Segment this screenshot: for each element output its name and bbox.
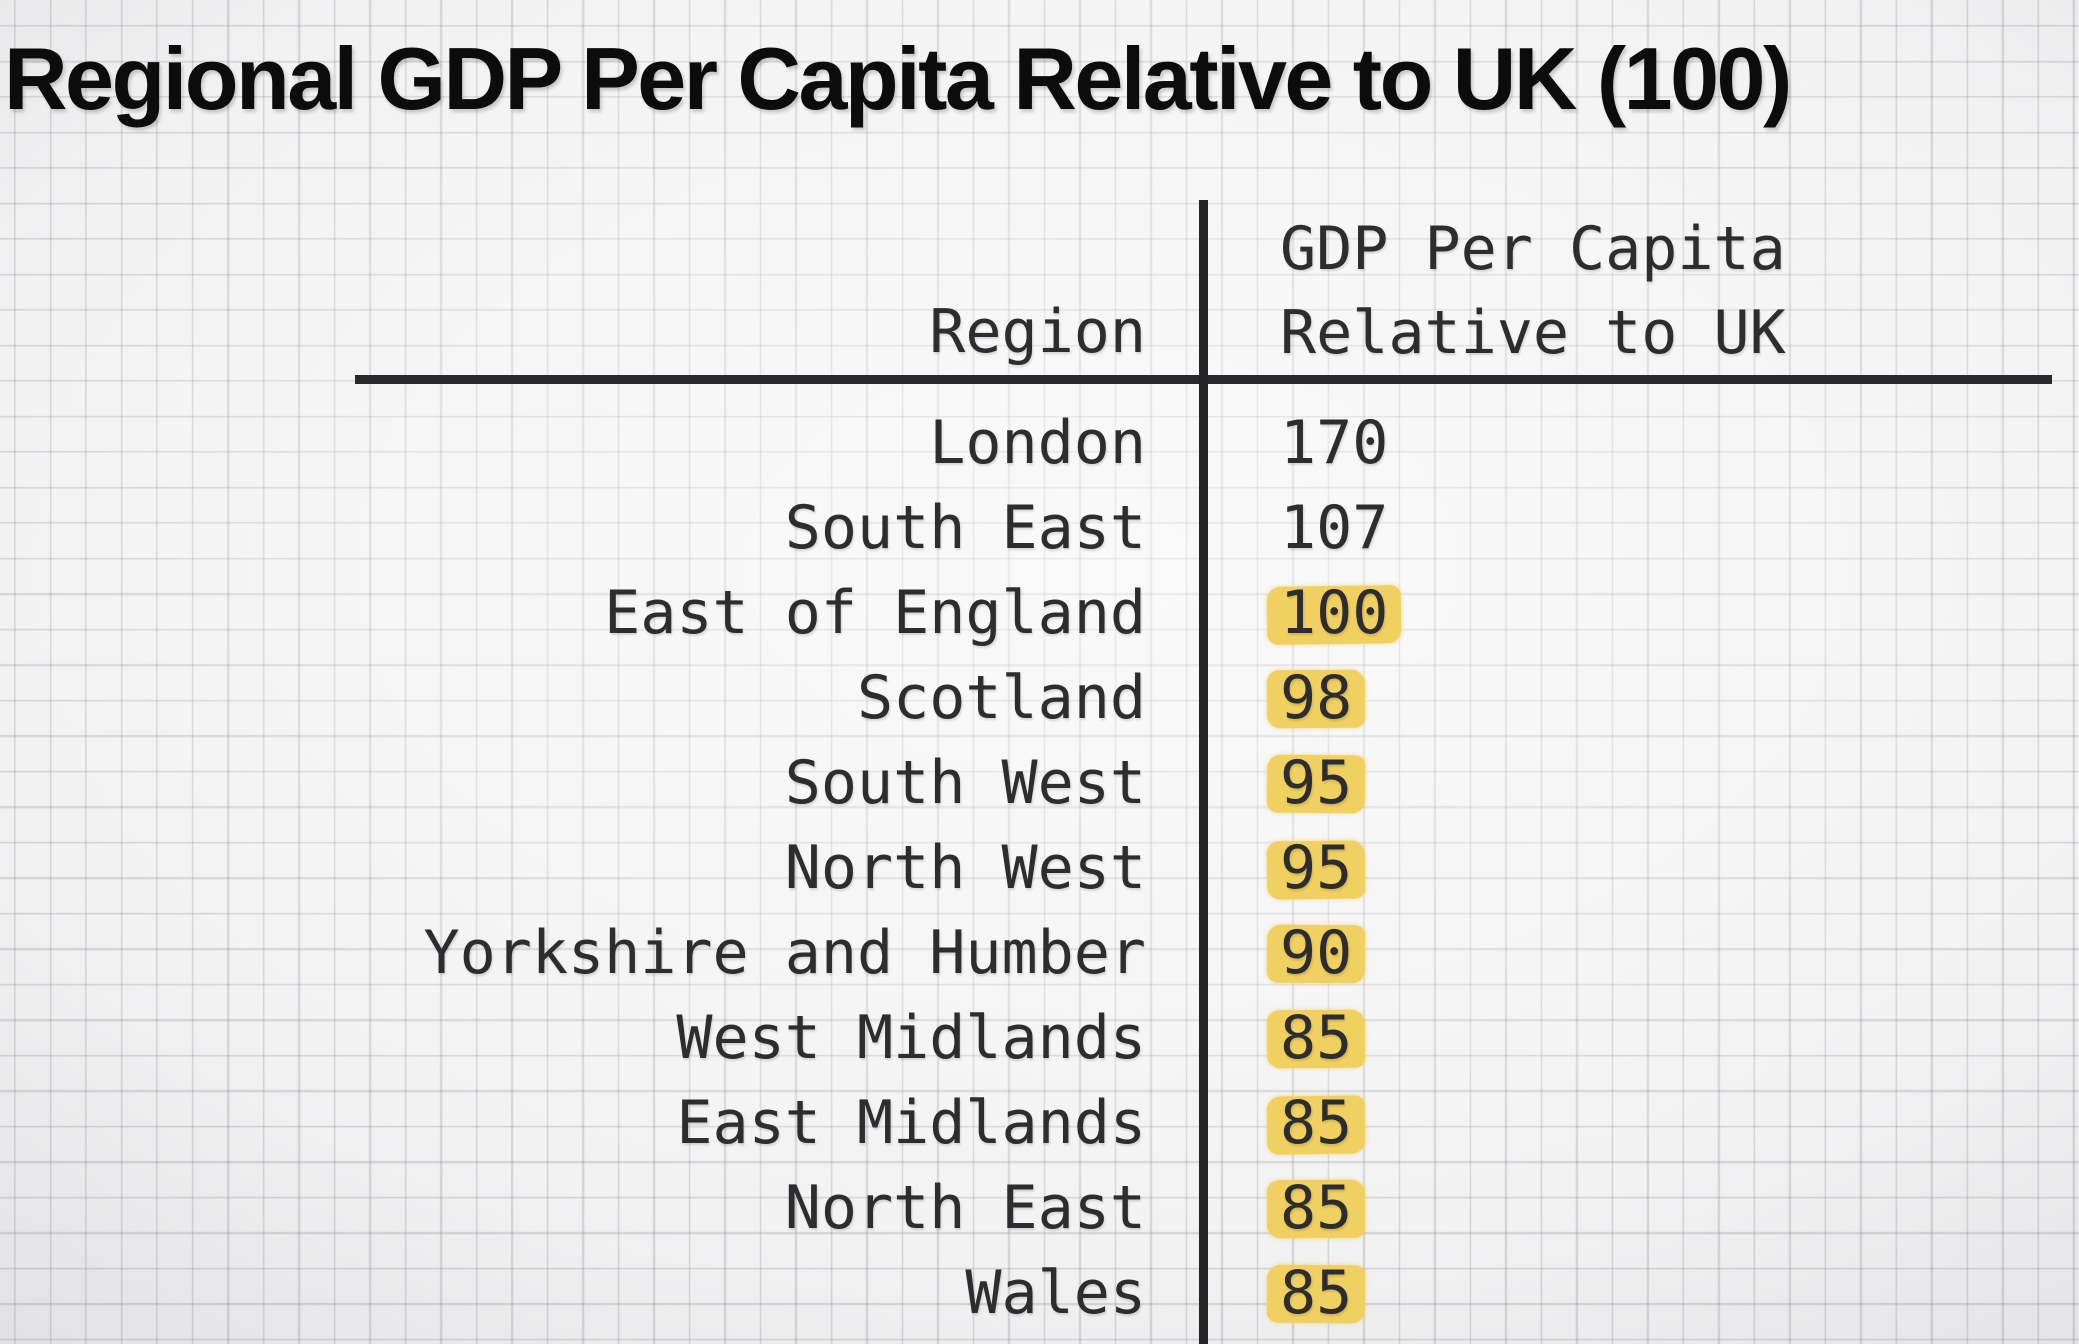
value-cell: 85	[1199, 1251, 2043, 1336]
value-text: 107	[1280, 493, 1389, 563]
value-cell: 170	[1199, 401, 2043, 486]
table-row: North West 95	[355, 826, 2052, 911]
region-cell: West Midlands	[676, 1003, 1146, 1073]
table-row: Wales 85	[355, 1251, 2052, 1336]
region-cell: East Midlands	[676, 1088, 1146, 1158]
value-cell: 85	[1199, 1166, 2043, 1251]
table-header: Region GDP Per Capita Relative to UK	[355, 195, 2052, 375]
value-header-line2: Relative to UK	[1280, 298, 1786, 368]
region-cell: London	[929, 408, 1146, 478]
value-cell: 85	[1199, 1081, 2043, 1166]
table-row: South East 107	[355, 486, 2052, 571]
region-cell: Wales	[965, 1258, 1146, 1328]
value-cell: 100	[1199, 571, 2043, 656]
region-cell: East of England	[604, 578, 1146, 648]
value-text: 90	[1280, 911, 1352, 996]
region-cell: South West	[784, 748, 1146, 818]
table-row: East of England 100	[355, 571, 2052, 656]
column-header-value: GDP Per Capita Relative to UK	[1199, 195, 2043, 375]
value-text: 95	[1280, 741, 1352, 826]
value-text: 100	[1280, 571, 1388, 656]
value-text: 170	[1280, 408, 1389, 478]
value-text: 98	[1280, 656, 1352, 741]
value-text: 85	[1280, 1166, 1352, 1251]
table-row: East Midlands 85	[355, 1081, 2052, 1166]
region-cell: Yorkshire and Humber	[423, 918, 1146, 988]
value-header-line1: GDP Per Capita	[1280, 214, 1786, 284]
value-cell: 90	[1199, 911, 2043, 996]
table-row: London 170	[355, 401, 2052, 486]
region-cell: South East	[784, 493, 1146, 563]
region-header-label: Region	[929, 297, 1146, 367]
column-divider-line	[1199, 200, 1208, 1344]
region-cell: North East	[784, 1173, 1146, 1243]
value-cell: 85	[1199, 996, 2043, 1081]
value-text: 85	[1280, 996, 1352, 1081]
column-header-region: Region	[355, 195, 1199, 375]
value-cell: 95	[1199, 741, 2043, 826]
table-row: Yorkshire and Humber 90	[355, 911, 2052, 996]
region-cell: Scotland	[857, 663, 1146, 733]
value-cell: 98	[1199, 656, 2043, 741]
value-text: 85	[1280, 1081, 1352, 1166]
value-cell: 95	[1199, 826, 2043, 911]
value-text: 85	[1280, 1251, 1352, 1336]
gdp-table: Region GDP Per Capita Relative to UK Lon…	[355, 195, 2052, 1344]
table-row: North East 85	[355, 1166, 2052, 1251]
table-rows: London 170 South East 107 East of Englan…	[355, 383, 2052, 1336]
page-title: Regional GDP Per Capita Relative to UK (…	[4, 29, 1792, 128]
table-row: South West 95	[355, 741, 2052, 826]
value-cell: 107	[1199, 486, 2043, 571]
table-row: Scotland 98	[355, 656, 2052, 741]
value-text: 95	[1280, 826, 1352, 911]
region-cell: North West	[784, 833, 1146, 903]
table-row: West Midlands 85	[355, 996, 2052, 1081]
